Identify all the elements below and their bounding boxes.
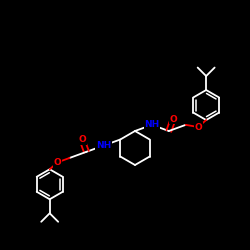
Text: O: O (169, 115, 177, 124)
Text: O: O (194, 122, 202, 132)
Text: O: O (54, 158, 62, 167)
Text: NH: NH (96, 141, 111, 150)
Text: O: O (78, 136, 86, 144)
Text: NH: NH (144, 120, 160, 129)
